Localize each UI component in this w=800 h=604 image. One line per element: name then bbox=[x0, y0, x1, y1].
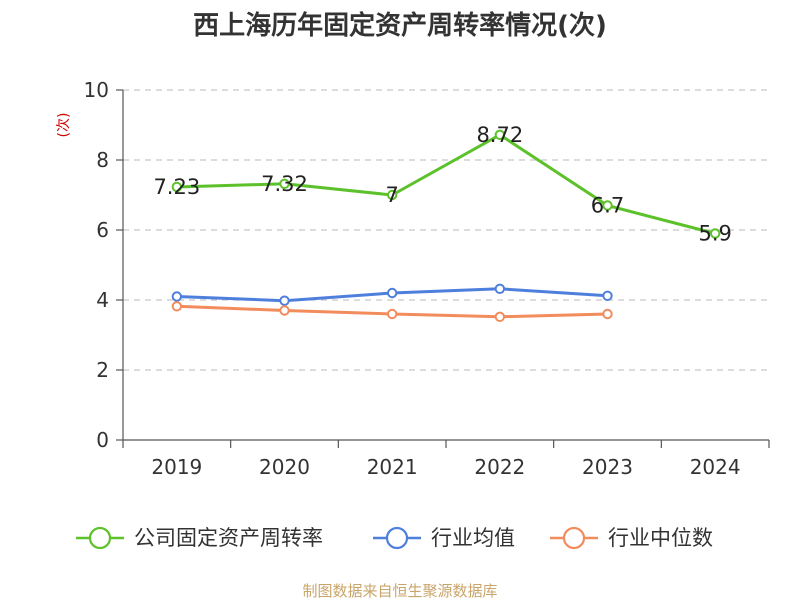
x-tick-label-2021: 2021 bbox=[367, 455, 418, 479]
series-0-point-2024[interactable] bbox=[709, 228, 721, 239]
series-1-point-2023[interactable] bbox=[602, 290, 613, 301]
legend-item-0[interactable]: 公司固定资产周转率 bbox=[76, 526, 323, 550]
y-tick-label-4: 8 bbox=[96, 148, 109, 172]
series-line-0 bbox=[175, 133, 717, 235]
x-tick-label-2024: 2024 bbox=[690, 455, 741, 479]
series-0-point-2021[interactable] bbox=[386, 189, 398, 201]
series-2-point-2021[interactable] bbox=[386, 308, 398, 320]
legend-marker-0 bbox=[88, 526, 112, 550]
legend-label-2: 行业中位数 bbox=[608, 526, 713, 550]
y-tick-label-0: 0 bbox=[96, 428, 109, 452]
legend-layer[interactable]: 公司固定资产周转率 行业均值 行业中位数 bbox=[76, 526, 713, 550]
y-tick-label-3: 6 bbox=[96, 218, 109, 242]
series-1-point-2021[interactable] bbox=[386, 287, 398, 299]
series-2-point-2019[interactable] bbox=[171, 301, 183, 312]
legend-item-1[interactable]: 行业均值 bbox=[373, 526, 515, 550]
x-tick-label-2022: 2022 bbox=[474, 455, 525, 479]
label-layer: 7.23 7.32 7 8.72 6.7 5.9 bbox=[153, 123, 731, 246]
series-0-point-2019[interactable] bbox=[171, 181, 183, 193]
legend-marker-1 bbox=[385, 526, 409, 550]
axes-layer: 0 2 4 6 8 10 2019 2020 2021 2022 2023 2024 bbox=[84, 78, 770, 479]
data-label-2023: 6.7 bbox=[591, 194, 624, 218]
series-1-point-2020[interactable] bbox=[279, 295, 290, 306]
source-text: 制图数据来自恒生聚源数据库 bbox=[302, 582, 497, 600]
grid-layer bbox=[123, 89, 769, 371]
chart-title: 西上海历年固定资产周转率情况(次) bbox=[193, 10, 607, 41]
y-tick-label-5: 10 bbox=[84, 78, 109, 102]
series-0-point-2020[interactable] bbox=[279, 178, 290, 190]
x-tick-label-2019: 2019 bbox=[151, 455, 202, 479]
series-layer bbox=[171, 129, 721, 322]
series-1-point-2019[interactable] bbox=[171, 291, 183, 302]
legend-item-2[interactable]: 行业中位数 bbox=[550, 526, 713, 550]
data-label-2022: 8.72 bbox=[476, 123, 523, 147]
y-tick-label-1: 2 bbox=[96, 358, 109, 382]
series-0-point-2022[interactable] bbox=[494, 129, 506, 141]
data-label-2020: 7.32 bbox=[261, 172, 308, 196]
series-2-point-2023[interactable] bbox=[602, 308, 613, 320]
legend-label-1: 行业均值 bbox=[431, 526, 515, 550]
x-tick-label-2023: 2023 bbox=[582, 455, 633, 479]
y-tick-label-2: 4 bbox=[96, 288, 109, 312]
legend-marker-2 bbox=[562, 526, 586, 550]
data-label-2024: 5.9 bbox=[698, 222, 731, 246]
series-2-point-2020[interactable] bbox=[279, 305, 290, 316]
data-label-2019: 7.23 bbox=[153, 175, 200, 199]
series-2-point-2022[interactable] bbox=[494, 311, 506, 322]
series-1-point-2022[interactable] bbox=[494, 283, 506, 294]
data-label-2021: 7 bbox=[385, 183, 398, 207]
y-axis-label: (次) bbox=[56, 113, 72, 138]
x-tick-label-2020: 2020 bbox=[259, 455, 310, 479]
series-0-point-2023[interactable] bbox=[602, 200, 613, 211]
legend-label-0: 公司固定资产周转率 bbox=[134, 526, 323, 550]
